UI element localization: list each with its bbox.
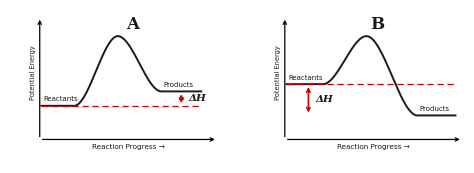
Text: Potential Energy: Potential Energy: [275, 46, 281, 101]
Text: Products: Products: [163, 82, 193, 88]
Text: ΔH: ΔH: [189, 94, 206, 103]
Text: Reactants: Reactants: [43, 96, 78, 102]
Text: A: A: [126, 16, 139, 33]
Text: Products: Products: [419, 106, 449, 112]
Text: B: B: [370, 16, 384, 33]
Text: Potential Energy: Potential Energy: [30, 46, 36, 101]
Text: ΔH: ΔH: [316, 95, 333, 104]
Text: Reactants: Reactants: [289, 75, 323, 81]
Text: Reaction Progress →: Reaction Progress →: [337, 144, 410, 151]
Text: Reaction Progress →: Reaction Progress →: [92, 144, 165, 151]
